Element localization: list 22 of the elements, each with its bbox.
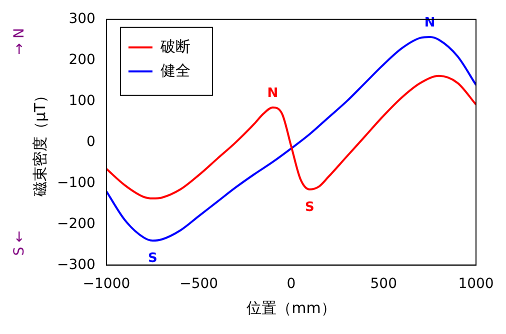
x-axis-title: 位置（mm） — [246, 298, 336, 317]
line-series — [106, 36, 476, 242]
y-tick-label: 0 — [86, 134, 96, 150]
x-tick-label: −1000 — [82, 276, 130, 292]
annotation: S — [148, 250, 158, 266]
legend-label: 破断 — [159, 37, 190, 56]
annotation: S — [305, 200, 314, 215]
y-tick-label: −300 — [57, 256, 96, 273]
y-tick-label: 100 — [68, 92, 96, 109]
x-tick-label: 0 — [286, 276, 296, 292]
x-tick-label: 1000 — [458, 276, 494, 292]
x-tick-label: −500 — [180, 276, 218, 292]
annotation: N — [267, 86, 278, 101]
y-tick-label: 300 — [68, 11, 96, 28]
text: S ← — [12, 230, 28, 256]
y-tick-label: 200 — [68, 52, 96, 68]
y-tick-label: −200 — [57, 216, 96, 232]
text: → N — [12, 28, 28, 55]
legend-label: 健全 — [160, 61, 190, 80]
x-tick-label: 500 — [370, 276, 397, 292]
y-axis-title: 磁束密度（μT） — [30, 88, 49, 198]
y-tick-label: −100 — [57, 174, 96, 191]
